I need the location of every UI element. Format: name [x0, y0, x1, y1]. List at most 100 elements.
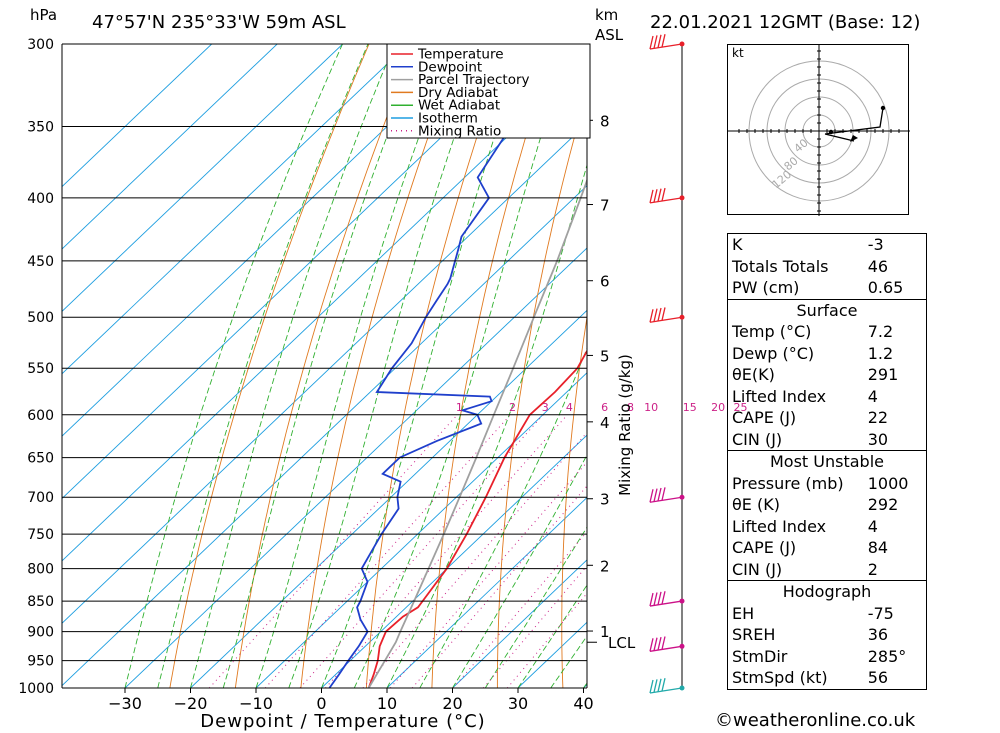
table-row: CIN (J) 30	[728, 429, 926, 451]
wind-barb-flag	[653, 637, 658, 651]
x-tick-label: 10	[377, 694, 397, 713]
pressure-tick-label: 750	[27, 527, 54, 543]
legend-box	[386, 43, 591, 139]
wet-adiabat-line	[124, 44, 343, 688]
mixing-ratio-axis-label: Mixing Ratio (g/kg)	[616, 354, 634, 496]
wind-barb-flag	[661, 636, 666, 650]
x-tick-label: −30	[108, 694, 142, 713]
hodograph-ring-label: 40	[792, 136, 811, 155]
km-tick-label: 1	[600, 623, 610, 641]
wind-barb	[649, 636, 683, 652]
wind-barb-flag	[661, 487, 666, 501]
wind-barb-flag	[653, 488, 658, 502]
pressure-tick-label: 350	[27, 119, 54, 135]
mixing-ratio-label: 8	[627, 401, 634, 414]
wind-barb-flag	[657, 678, 662, 692]
wind-barb-flag	[661, 187, 666, 202]
row-label: Dewp (°C)	[732, 343, 815, 363]
table-row: Temp (°C) 7.2	[728, 321, 926, 343]
isotherm-line	[255, 372, 587, 688]
surface-title: Surface	[796, 300, 858, 320]
dry-adiabat-line	[431, 44, 556, 688]
row-value: 36	[867, 625, 889, 644]
pressure-tick-label: 600	[27, 408, 54, 424]
pressure-tick-label: 1000	[18, 681, 54, 697]
wind-barb	[649, 307, 683, 323]
wind-barb	[649, 591, 683, 607]
km-tick-label: 3	[600, 491, 610, 509]
row-value: -75	[867, 603, 894, 623]
row-label: SREH	[732, 625, 776, 644]
wet-adiabat-line	[452, 453, 587, 688]
wind-barb-shaft	[649, 687, 683, 694]
row-label: Lifted Index	[732, 516, 827, 536]
isotherm-line	[62, 122, 587, 624]
wind-barb-flag	[653, 592, 658, 606]
row-label: Totals Totals	[732, 256, 829, 276]
hodograph-storm-arrow	[850, 135, 858, 142]
row-label: Temp (°C)	[732, 322, 812, 341]
wind-barb-shaft	[649, 645, 683, 652]
asl-unit-label: ASL	[595, 26, 624, 44]
isotherm-line	[386, 496, 587, 688]
row-label: θE(K)	[732, 365, 775, 384]
x-tick-label: 30	[508, 694, 528, 713]
mixing-ratio-label: 4	[566, 401, 573, 414]
wind-barb-flag	[649, 489, 654, 503]
row-value: 291	[867, 365, 899, 384]
km-tick-label: 8	[600, 112, 610, 130]
wind-barb	[649, 487, 683, 503]
wind-barb-flag	[649, 592, 654, 607]
wind-barb-flag	[649, 309, 654, 323]
dry-adiabat-line	[561, 314, 587, 688]
row-value: 22	[867, 408, 889, 427]
row-value: 292	[867, 495, 899, 514]
row-label: PW (cm)	[732, 278, 800, 297]
wet-adiabat-line	[321, 44, 527, 688]
wind-barb	[649, 187, 683, 204]
isotherm-line	[321, 434, 587, 688]
wind-barb-shaft	[649, 600, 683, 607]
mixing-ratio-label: 20	[711, 401, 725, 414]
pressure-tick-label: 550	[27, 361, 54, 377]
series-temperature	[367, 349, 587, 688]
table-row: CAPE (J) 84	[728, 537, 926, 559]
row-value: -3	[867, 235, 884, 254]
hpa-unit-label: hPa	[30, 6, 58, 24]
mixing-ratio-line	[264, 414, 511, 688]
mixing-ratio-label: 1	[456, 401, 463, 414]
wind-barb-flag	[661, 591, 666, 605]
dry-adiabat-line	[169, 44, 370, 688]
wet-adiabat-line	[288, 44, 488, 688]
isotherm-line	[62, 44, 213, 188]
km-tick-label: 5	[600, 347, 610, 365]
table-row: Totals Totals 46	[728, 256, 926, 278]
x-axis-label: Dewpoint / Temperature (°C)	[200, 711, 485, 732]
pressure-tick-label: 800	[27, 562, 54, 578]
dry-adiabat-line	[234, 44, 416, 688]
x-tick-label: 0	[316, 694, 326, 713]
row-label: StmSpd (kt)	[732, 668, 828, 687]
table-row: Lifted Index 4	[728, 386, 926, 408]
row-label: CAPE (J)	[732, 538, 797, 557]
dry-adiabat-line	[300, 44, 463, 688]
pressure-tick-label: 850	[27, 594, 54, 610]
row-value: 4	[867, 516, 878, 536]
table-row: SREH 36	[728, 624, 926, 646]
wind-barb-flag	[661, 34, 666, 48]
most-unstable-table: Most Unstable Pressure (mb) 1000 θE (K) 292…	[727, 451, 927, 581]
mixing-ratio-line	[299, 414, 544, 688]
km-unit-label: km	[595, 6, 619, 24]
wet-adiabat-line	[353, 44, 571, 688]
wet-adiabat-line	[157, 44, 369, 688]
isotherm-line	[62, 184, 587, 687]
mixing-ratio-line	[452, 530, 587, 688]
row-value: 0.65	[867, 278, 904, 297]
hodograph-unit-label: kt	[732, 46, 744, 60]
dry-adiabat-line	[962, 26, 1000, 714]
table-row: CIN (J) 2	[728, 559, 926, 581]
table-row: Pressure (mb) 1000	[728, 473, 926, 495]
wind-barb-flag	[657, 591, 662, 606]
hodograph-point	[828, 129, 834, 135]
